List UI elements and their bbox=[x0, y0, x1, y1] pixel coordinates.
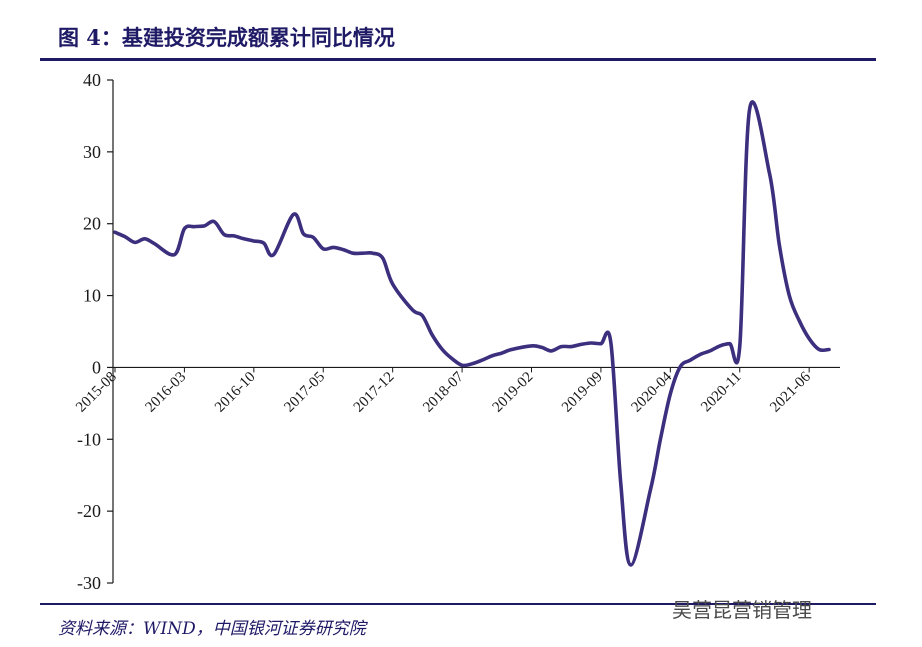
x-tick-label: 2021-06 bbox=[767, 369, 814, 416]
data-point bbox=[531, 345, 532, 346]
data-point bbox=[541, 347, 542, 348]
data-point bbox=[610, 342, 611, 343]
figure-title: 图 4：基建投资完成额累计同比情况 bbox=[58, 25, 395, 50]
x-tick-label: 2019-09 bbox=[559, 369, 606, 416]
data-point bbox=[412, 309, 413, 310]
data-point bbox=[719, 345, 720, 346]
data-point bbox=[362, 253, 363, 254]
data-point bbox=[491, 355, 492, 356]
data-point bbox=[809, 338, 810, 339]
data-point bbox=[789, 295, 790, 296]
data-point bbox=[680, 366, 681, 367]
x-tick-label: 2019-02 bbox=[490, 369, 537, 416]
data-point bbox=[442, 349, 443, 350]
y-tick-label: 10 bbox=[83, 286, 101, 306]
data-point bbox=[382, 258, 383, 259]
data-point bbox=[174, 254, 175, 255]
data-point bbox=[819, 349, 820, 350]
data-point bbox=[452, 358, 453, 359]
data-point bbox=[253, 241, 254, 242]
data-point bbox=[243, 238, 244, 239]
y-tick-label: 40 bbox=[83, 70, 101, 90]
data-point bbox=[561, 346, 562, 347]
data-point bbox=[323, 248, 324, 249]
data-point bbox=[313, 237, 314, 238]
x-axis-ticks: 2015-08 2016-03 2016-10 2017-05 2017-12 2018-… bbox=[73, 367, 814, 416]
data-point bbox=[650, 489, 651, 490]
data-point bbox=[154, 243, 155, 244]
data-point bbox=[293, 214, 294, 215]
y-tick-label: -20 bbox=[77, 501, 101, 521]
y-tick-label: -10 bbox=[77, 429, 101, 449]
x-tick-label: 2018-07 bbox=[420, 369, 467, 416]
data-point bbox=[184, 228, 185, 229]
data-point bbox=[214, 221, 215, 222]
data-point bbox=[124, 236, 125, 237]
data-point bbox=[501, 353, 502, 354]
data-point bbox=[392, 284, 393, 285]
series-line bbox=[113, 100, 831, 567]
data-point bbox=[581, 344, 582, 345]
data-point bbox=[749, 108, 750, 109]
data-point bbox=[144, 238, 145, 239]
data-point bbox=[462, 365, 463, 366]
chart-axes bbox=[112, 80, 840, 583]
data-point bbox=[729, 343, 730, 344]
x-tick-label: 2017-05 bbox=[281, 369, 328, 416]
data-point bbox=[551, 350, 552, 351]
data-point bbox=[481, 360, 482, 361]
data-point bbox=[353, 253, 354, 254]
data-point bbox=[799, 320, 800, 321]
data-point bbox=[303, 233, 304, 234]
y-tick-label: 20 bbox=[83, 214, 101, 234]
data-point bbox=[422, 315, 423, 316]
data-point bbox=[134, 242, 135, 243]
data-point bbox=[660, 439, 661, 440]
y-tick-label: -30 bbox=[77, 573, 101, 593]
data-point bbox=[769, 173, 770, 174]
data-point bbox=[204, 225, 205, 226]
series-layer bbox=[113, 100, 831, 567]
x-tick-label: 2017-12 bbox=[351, 369, 398, 416]
data-point bbox=[263, 243, 264, 244]
y-tick-label: 30 bbox=[83, 142, 101, 162]
data-point bbox=[372, 253, 373, 254]
watermark-text: 吴营昆营销管理 bbox=[672, 598, 812, 622]
y-tick-label: 0 bbox=[92, 357, 101, 377]
x-tick-label: 2020-11 bbox=[698, 369, 744, 415]
data-point bbox=[630, 565, 631, 566]
data-point bbox=[779, 245, 780, 246]
data-point bbox=[224, 234, 225, 235]
data-point bbox=[472, 363, 473, 364]
data-point bbox=[273, 254, 274, 255]
data-point bbox=[511, 349, 512, 350]
x-tick-label: 2016-10 bbox=[212, 369, 259, 416]
data-point bbox=[700, 354, 701, 355]
data-point bbox=[670, 394, 671, 395]
x-tick-label: 2016-03 bbox=[143, 369, 190, 416]
source-rule bbox=[40, 603, 876, 605]
y-axis-ticks: -30 -20 -10 0 10 20 30 40 bbox=[77, 70, 113, 593]
title-rule bbox=[40, 58, 876, 61]
data-point bbox=[571, 346, 572, 347]
data-point bbox=[829, 349, 830, 350]
data-point bbox=[234, 235, 235, 236]
data-point bbox=[343, 249, 344, 250]
data-point bbox=[432, 335, 433, 336]
data-point bbox=[620, 483, 621, 484]
data-point bbox=[710, 350, 711, 351]
data-point bbox=[333, 247, 334, 248]
data-point bbox=[194, 226, 195, 227]
source-note: 资料来源：WIND，中国银河证券研究院 bbox=[58, 619, 366, 639]
data-point bbox=[690, 360, 691, 361]
data-point bbox=[115, 232, 116, 233]
data-point bbox=[739, 345, 740, 346]
data-point bbox=[591, 343, 592, 344]
data-point bbox=[600, 343, 601, 344]
